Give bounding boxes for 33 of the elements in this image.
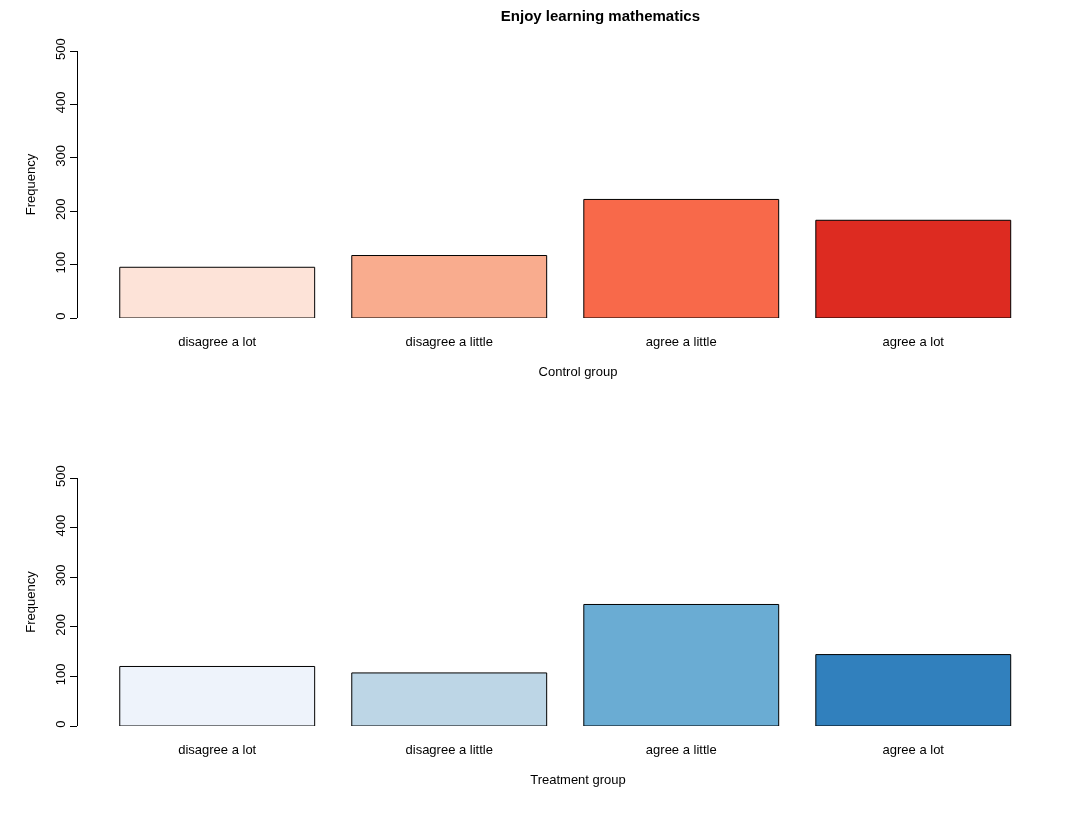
- y-axis-title: Frequency: [22, 153, 38, 216]
- y-tick-label: 400: [52, 514, 68, 537]
- x-tick-label: agree a lot: [882, 334, 945, 349]
- y-tick-label: 200: [52, 198, 68, 221]
- x-tick-label: agree a little: [645, 742, 717, 757]
- x-tick-label: disagree a lot: [178, 334, 257, 349]
- y-tick-label: 0: [52, 720, 68, 728]
- bar: [351, 672, 548, 726]
- y-tick-label: 300: [52, 145, 68, 167]
- x-axis-title: Treatment group: [530, 771, 626, 787]
- y-tick-label: 200: [52, 614, 68, 636]
- y-tick-label: 100: [52, 663, 68, 686]
- bar: [583, 603, 780, 726]
- bar: [815, 654, 1012, 726]
- x-axis-title: Control group: [538, 363, 618, 379]
- x-tick-label: agree a little: [645, 334, 717, 349]
- y-tick-label: 500: [52, 465, 68, 487]
- y-tick-label: 500: [52, 38, 68, 60]
- chart-title: Enjoy learning mathematics: [500, 6, 701, 24]
- bar: [119, 665, 316, 726]
- y-tick-label: 300: [52, 564, 68, 587]
- bar: [119, 266, 316, 318]
- bar: [815, 219, 1012, 318]
- y-tick-label: 100: [52, 251, 68, 274]
- x-tick-label: disagree a lot: [178, 742, 257, 757]
- y-tick-label: 0: [52, 312, 68, 320]
- y-axis-title: Frequency: [22, 570, 38, 633]
- x-tick-label: agree a lot: [882, 742, 945, 757]
- bar: [583, 198, 780, 318]
- x-tick-label: disagree a little: [405, 742, 493, 757]
- y-tick-label: 400: [52, 91, 68, 114]
- x-tick-label: disagree a little: [405, 334, 493, 349]
- bar: [351, 255, 548, 318]
